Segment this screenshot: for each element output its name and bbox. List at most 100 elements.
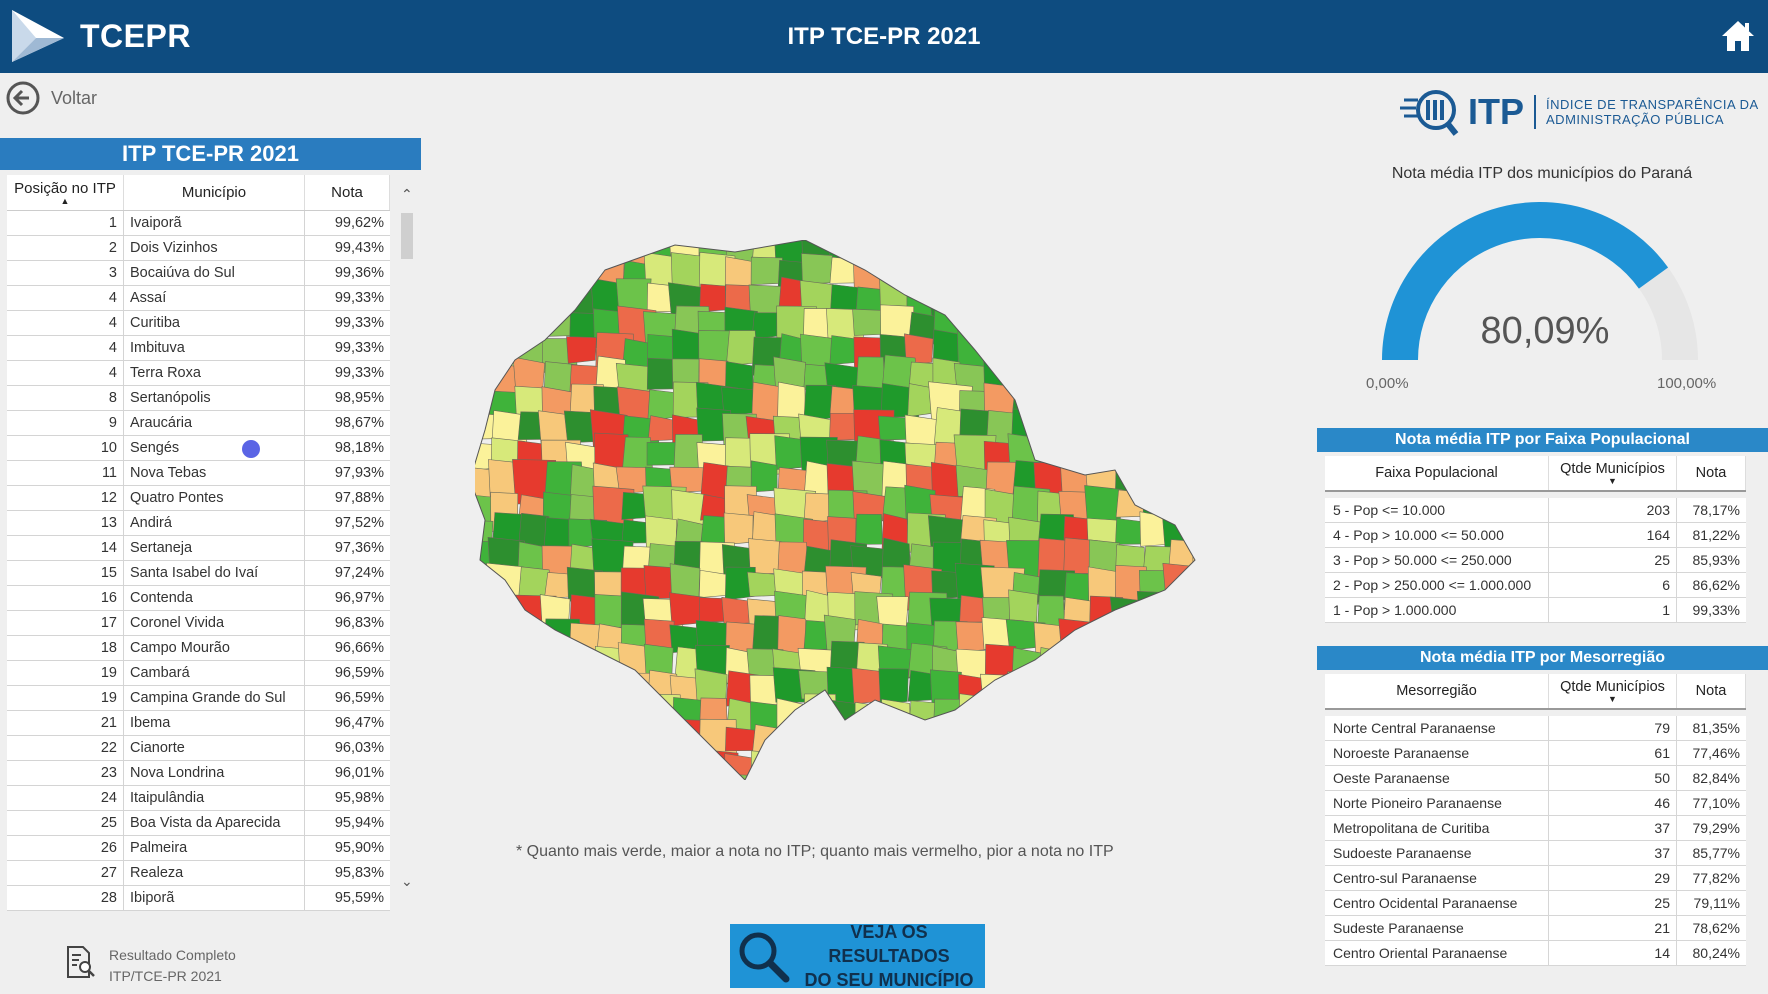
municipality-region[interactable] xyxy=(591,752,629,780)
municipality-region[interactable] xyxy=(721,773,765,780)
column-header-score[interactable]: Nota xyxy=(305,175,390,210)
ranking-row[interactable]: 19 Cambará 96,59% xyxy=(7,661,390,686)
municipality-region[interactable] xyxy=(1218,460,1245,493)
ranking-row[interactable]: 1 Ivaiporã 99,62% xyxy=(7,211,390,236)
municipality-region[interactable] xyxy=(1219,724,1245,766)
ranking-row[interactable]: 21 Ibema 96,47% xyxy=(7,711,390,736)
municipality-region[interactable] xyxy=(1063,667,1093,710)
municipality-region[interactable] xyxy=(825,750,864,780)
municipality-region[interactable] xyxy=(1089,647,1124,687)
municipality-region[interactable] xyxy=(621,726,655,761)
municipality-region[interactable] xyxy=(491,285,525,315)
municipality-region[interactable] xyxy=(1139,409,1179,452)
municipality-region[interactable] xyxy=(982,281,1013,313)
municipality-region[interactable] xyxy=(565,777,609,780)
municipality-region[interactable] xyxy=(854,701,884,734)
municipality-region[interactable] xyxy=(1142,240,1179,265)
municipality-region[interactable] xyxy=(475,672,504,706)
municipality-region[interactable] xyxy=(1111,336,1151,368)
municipality-region[interactable] xyxy=(1215,699,1245,735)
municipality-region[interactable] xyxy=(694,774,728,780)
municipality-region[interactable] xyxy=(643,721,680,755)
municipality-region[interactable] xyxy=(1141,669,1174,711)
municipality-region[interactable] xyxy=(1057,277,1099,324)
meso-row[interactable]: Oeste Paranaense 50 82,84% xyxy=(1325,766,1746,791)
municipality-region[interactable] xyxy=(1084,329,1118,362)
municipality-region[interactable] xyxy=(515,311,546,339)
ranking-row[interactable]: 4 Assaí 99,33% xyxy=(7,286,390,311)
municipality-region[interactable] xyxy=(1191,568,1223,601)
column-header-mesorregiao[interactable]: Mesorregião xyxy=(1325,674,1549,708)
municipality-region[interactable] xyxy=(1062,746,1099,780)
municipality-region[interactable] xyxy=(1038,331,1075,366)
municipality-region[interactable] xyxy=(516,282,549,319)
municipality-region[interactable] xyxy=(475,596,493,625)
municipality-region[interactable] xyxy=(1167,491,1203,528)
column-header-qtde[interactable]: Qtde Municípios ▼ xyxy=(1549,456,1677,490)
municipality-region[interactable] xyxy=(1192,720,1219,759)
municipality-region[interactable] xyxy=(1141,277,1179,314)
municipality-region[interactable] xyxy=(1062,777,1094,780)
municipality-region[interactable] xyxy=(617,672,655,702)
municipality-region[interactable] xyxy=(567,240,605,265)
municipality-region[interactable] xyxy=(1011,307,1041,344)
municipality-region[interactable] xyxy=(491,240,525,263)
meso-row[interactable]: Sudoeste Paranaense 37 85,77% xyxy=(1325,841,1746,866)
municipality-region[interactable] xyxy=(1192,620,1230,650)
municipality-region[interactable] xyxy=(986,720,1023,758)
municipality-region[interactable] xyxy=(777,727,814,762)
municipality-region[interactable] xyxy=(566,336,597,364)
municipality-region[interactable] xyxy=(1139,302,1171,350)
municipality-region[interactable] xyxy=(1135,615,1180,660)
municipality-region[interactable] xyxy=(802,724,831,765)
municipality-region[interactable] xyxy=(1032,746,1069,780)
municipality-region[interactable] xyxy=(1141,359,1177,391)
scroll-up-arrow[interactable]: ⌃ xyxy=(401,186,413,202)
municipality-region[interactable] xyxy=(1140,440,1174,470)
municipality-region[interactable] xyxy=(1111,304,1148,348)
municipality-region[interactable] xyxy=(928,282,964,318)
municipality-region[interactable] xyxy=(721,596,752,625)
municipality-region[interactable] xyxy=(1192,281,1230,314)
ranking-row[interactable]: 15 Santa Isabel do Ivaí 97,24% xyxy=(7,561,390,586)
municipality-region[interactable] xyxy=(543,745,585,780)
back-button[interactable]: Voltar xyxy=(5,80,97,116)
municipality-region[interactable] xyxy=(1193,667,1228,712)
municipality-region[interactable] xyxy=(1036,260,1065,288)
municipality-region[interactable] xyxy=(1141,384,1179,419)
municipality-region[interactable] xyxy=(1219,251,1245,291)
meso-row[interactable]: Centro Ocidental Paranaense 25 79,11% xyxy=(1325,891,1746,916)
municipality-region[interactable] xyxy=(854,721,893,757)
municipality-region[interactable] xyxy=(881,723,922,757)
municipality-region[interactable] xyxy=(1218,441,1245,467)
municipality-region[interactable] xyxy=(777,752,810,780)
municipality-region[interactable] xyxy=(1114,750,1154,780)
municipality-region[interactable] xyxy=(617,642,649,677)
municipality-region[interactable] xyxy=(1165,388,1206,423)
municipality-region[interactable] xyxy=(514,773,549,780)
municipality-region[interactable] xyxy=(751,776,789,780)
municipality-region[interactable] xyxy=(516,240,553,261)
municipality-region[interactable] xyxy=(958,693,990,735)
municipality-region[interactable] xyxy=(1193,240,1229,261)
municipality-region[interactable] xyxy=(954,240,987,264)
ranking-row[interactable]: 26 Palmeira 95,90% xyxy=(7,836,390,861)
municipality-region[interactable] xyxy=(1060,361,1097,399)
municipality-region[interactable] xyxy=(1110,413,1156,446)
municipality-region[interactable] xyxy=(475,258,496,297)
ranking-row[interactable]: 13 Andirá 97,52% xyxy=(7,511,390,536)
municipality-region[interactable] xyxy=(801,776,830,780)
municipality-region[interactable] xyxy=(490,775,522,780)
municipality-region[interactable] xyxy=(1193,413,1223,441)
municipality-region[interactable] xyxy=(1109,596,1154,629)
municipality-region[interactable] xyxy=(1036,676,1067,708)
municipality-region[interactable] xyxy=(540,772,574,780)
municipality-region[interactable] xyxy=(960,280,995,321)
municipality-region[interactable] xyxy=(1165,672,1202,712)
municipality-region[interactable] xyxy=(516,253,549,290)
municipality-region[interactable] xyxy=(569,648,600,681)
municipality-region[interactable] xyxy=(1217,598,1245,622)
municipality-region[interactable] xyxy=(1188,517,1228,547)
municipality-region[interactable] xyxy=(1191,693,1221,734)
municipality-region[interactable] xyxy=(1112,674,1155,711)
